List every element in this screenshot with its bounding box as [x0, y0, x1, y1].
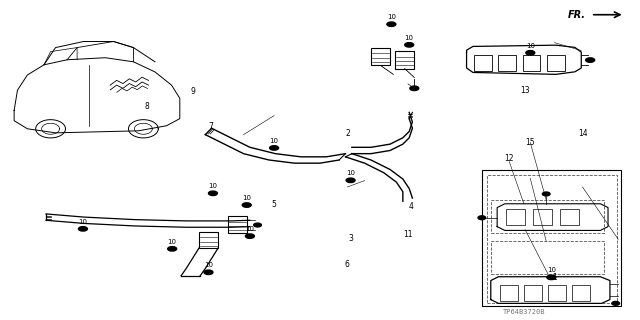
Bar [572, 285, 590, 301]
Bar [491, 241, 604, 274]
Text: 10: 10 [204, 262, 213, 268]
Bar [491, 200, 604, 233]
Circle shape [204, 270, 213, 275]
Bar [506, 209, 525, 225]
Text: 3: 3 [348, 234, 353, 243]
Bar [395, 51, 414, 69]
Bar [228, 216, 246, 233]
Text: 10: 10 [346, 170, 355, 176]
Circle shape [586, 58, 595, 62]
Circle shape [612, 301, 620, 305]
Text: 10: 10 [209, 183, 218, 189]
Circle shape [404, 43, 413, 47]
Text: 10: 10 [387, 14, 396, 20]
Circle shape [547, 275, 556, 280]
Text: 10: 10 [245, 226, 255, 232]
Text: 10: 10 [242, 195, 252, 201]
Bar [499, 55, 516, 70]
Circle shape [253, 223, 261, 227]
Bar [547, 55, 564, 70]
Circle shape [387, 22, 396, 27]
Text: 11: 11 [403, 230, 413, 239]
Text: 2: 2 [345, 129, 350, 138]
Text: 13: 13 [520, 86, 530, 95]
Circle shape [269, 146, 278, 150]
Text: 9: 9 [190, 87, 195, 96]
Bar [523, 55, 540, 70]
Bar [533, 209, 552, 225]
Circle shape [79, 227, 88, 231]
Text: 10: 10 [404, 35, 413, 41]
Text: 10: 10 [547, 268, 556, 273]
Text: 7: 7 [208, 122, 213, 131]
Circle shape [243, 203, 251, 207]
Text: 15: 15 [525, 138, 535, 147]
Text: TP64B3720B: TP64B3720B [502, 308, 545, 315]
Bar [371, 48, 390, 66]
Bar [500, 285, 518, 301]
Text: 14: 14 [578, 129, 588, 138]
Circle shape [410, 86, 419, 91]
Text: 4: 4 [409, 203, 413, 212]
Bar [483, 170, 621, 306]
Circle shape [526, 51, 535, 55]
Text: 12: 12 [504, 154, 514, 163]
Bar [474, 55, 492, 70]
Circle shape [346, 178, 355, 182]
Circle shape [246, 234, 254, 238]
Text: 6: 6 [345, 260, 350, 269]
Bar [199, 232, 218, 248]
Text: 8: 8 [144, 101, 149, 111]
Bar [487, 175, 617, 303]
Circle shape [168, 247, 177, 251]
Bar [559, 209, 579, 225]
Text: 10: 10 [269, 138, 278, 144]
Text: FR.: FR. [568, 10, 586, 20]
Text: 10: 10 [526, 43, 535, 49]
Circle shape [542, 192, 550, 196]
Circle shape [209, 191, 218, 196]
Circle shape [478, 216, 486, 220]
Text: 1: 1 [552, 273, 557, 282]
Bar [548, 285, 566, 301]
Text: 5: 5 [272, 200, 276, 209]
Text: 10: 10 [168, 239, 177, 245]
Bar [524, 285, 541, 301]
Text: 10: 10 [79, 219, 88, 225]
